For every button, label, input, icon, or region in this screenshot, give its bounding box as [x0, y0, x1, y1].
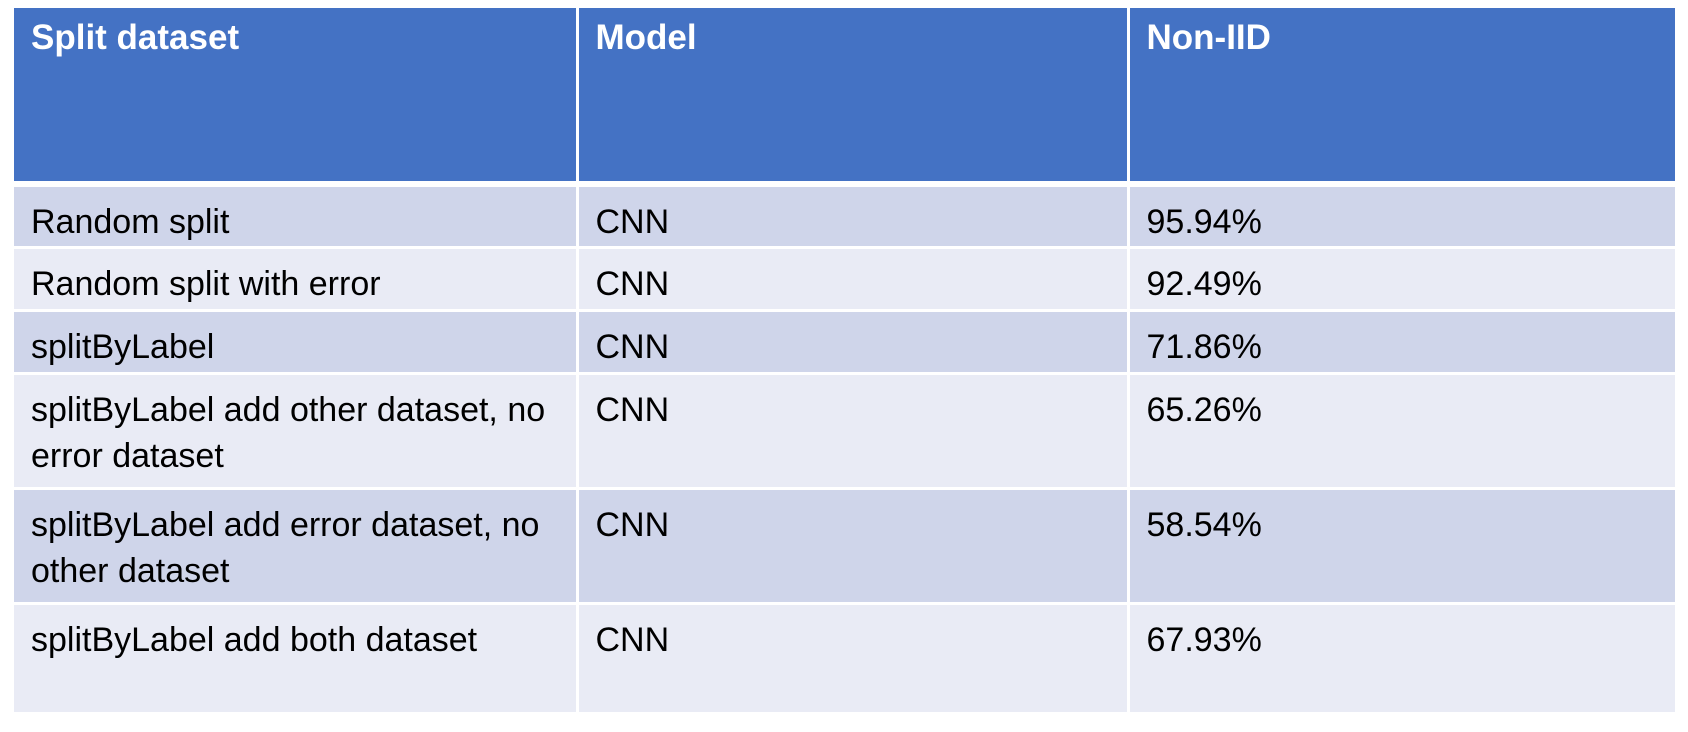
table-row: splitByLabel add other dataset, no error…	[14, 373, 1675, 490]
cell-model: CNN	[577, 247, 1130, 312]
table-row: Random split with error CNN 92.49%	[14, 247, 1675, 312]
cell-split-dataset: Random split	[14, 184, 579, 249]
cell-model: CNN	[577, 373, 1130, 490]
cell-model: CNN	[577, 184, 1130, 249]
table-row: splitByLabel add both dataset CNN 67.93%	[14, 603, 1675, 712]
cell-model: CNN	[577, 488, 1130, 605]
results-table-container: Split dataset Model Non-IID Random split…	[14, 8, 1675, 712]
cell-model: CNN	[577, 310, 1130, 375]
cell-split-dataset: Random split with error	[14, 247, 579, 312]
cell-non-iid: 65.26%	[1128, 373, 1675, 490]
cell-non-iid: 95.94%	[1128, 184, 1675, 249]
table-row: splitByLabel CNN 71.86%	[14, 310, 1675, 375]
cell-split-dataset: splitByLabel add other dataset, no error…	[14, 373, 579, 490]
table-header-row: Split dataset Model Non-IID	[14, 8, 1675, 187]
cell-split-dataset: splitByLabel add both dataset	[14, 603, 579, 712]
table-row: Random split CNN 95.94%	[14, 184, 1675, 249]
column-header-non-iid: Non-IID	[1128, 8, 1675, 187]
column-header-model: Model	[577, 8, 1130, 187]
table-row: splitByLabel add error dataset, no other…	[14, 488, 1675, 605]
results-table: Split dataset Model Non-IID Random split…	[14, 8, 1675, 712]
cell-non-iid: 58.54%	[1128, 488, 1675, 605]
cell-model: CNN	[577, 603, 1130, 712]
cell-non-iid: 71.86%	[1128, 310, 1675, 375]
cell-split-dataset: splitByLabel	[14, 310, 579, 375]
cell-split-dataset: splitByLabel add error dataset, no other…	[14, 488, 579, 605]
column-header-split-dataset: Split dataset	[14, 8, 579, 187]
cell-non-iid: 67.93%	[1128, 603, 1675, 712]
cell-non-iid: 92.49%	[1128, 247, 1675, 312]
